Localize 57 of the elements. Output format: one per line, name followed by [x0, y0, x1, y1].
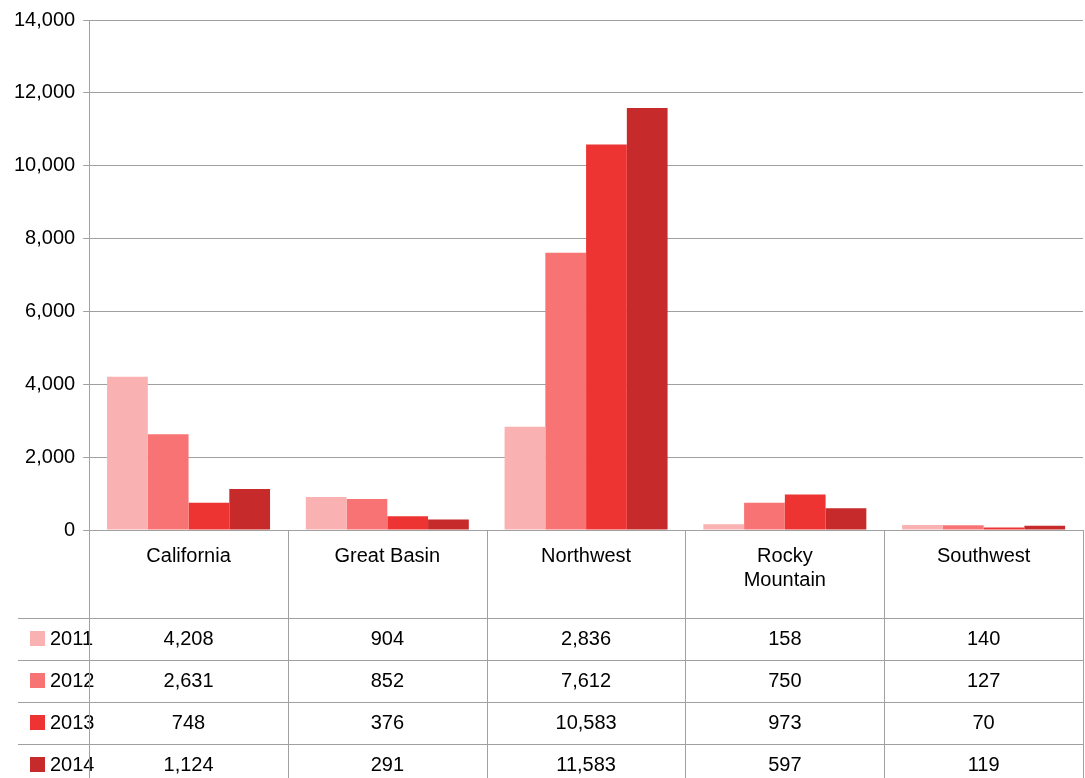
- bar: [586, 144, 627, 530]
- bar: [147, 434, 189, 530]
- legend-label: 2013: [50, 710, 95, 733]
- data-label: 70: [972, 710, 995, 733]
- data-label: 852: [370, 668, 405, 691]
- legend-label: 2011: [50, 626, 94, 649]
- data-label: 140: [966, 626, 1001, 649]
- bar: [825, 508, 867, 530]
- legend-label: 2014: [50, 752, 95, 775]
- data-label: 291: [370, 752, 405, 775]
- x-tick-label: Northwest: [541, 543, 632, 566]
- data-label: 11,583: [556, 752, 616, 775]
- y-tick-label: 10,000: [14, 153, 76, 176]
- data-label: 4,208: [163, 626, 214, 649]
- legend-label: 2012: [50, 668, 95, 691]
- bar: [1024, 525, 1066, 530]
- data-label: 7,612: [561, 668, 612, 691]
- y-tick-label: 6,000: [25, 298, 76, 321]
- bar: [305, 497, 347, 530]
- data-label: 158: [768, 626, 802, 649]
- data-label: 119: [967, 752, 1000, 775]
- x-tick-label: California: [146, 543, 232, 566]
- y-tick-label: 2,000: [25, 444, 76, 467]
- bar: [744, 502, 785, 530]
- bar: [346, 498, 388, 530]
- y-tick-label: 14,000: [14, 7, 76, 30]
- data-label: 904: [370, 626, 405, 649]
- data-label: 10,583: [555, 710, 617, 733]
- bar: [784, 494, 826, 530]
- x-tick-label: Great Basin: [334, 543, 441, 566]
- y-tick-label: 12,000: [14, 80, 76, 103]
- y-tick-label: 4,000: [25, 371, 76, 394]
- data-label: 2,631: [163, 668, 214, 691]
- bar: [703, 524, 745, 530]
- bar: [387, 516, 429, 530]
- bar: [983, 527, 1025, 530]
- data-label: 750: [768, 668, 802, 691]
- bar: [545, 252, 587, 530]
- x-tick-label: Rocky Mountain: [743, 543, 826, 590]
- y-tick-label: 8,000: [25, 226, 76, 249]
- bar: [428, 519, 469, 530]
- bar: [626, 108, 668, 530]
- bar: [229, 489, 271, 530]
- bar: [942, 525, 984, 530]
- bar: [902, 524, 943, 530]
- bar: [107, 376, 148, 530]
- data-label: 1,124: [163, 752, 214, 775]
- data-label: 597: [768, 752, 802, 775]
- x-tick-label: Southwest: [936, 543, 1031, 566]
- y-tick-label: 0: [64, 517, 76, 540]
- data-label: 748: [171, 710, 206, 733]
- data-label: 376: [370, 710, 405, 733]
- bar: [504, 426, 546, 530]
- data-label: 2,836: [561, 626, 612, 649]
- data-label: 127: [966, 668, 1001, 691]
- bar: [188, 502, 230, 530]
- data-label: 973: [768, 710, 802, 733]
